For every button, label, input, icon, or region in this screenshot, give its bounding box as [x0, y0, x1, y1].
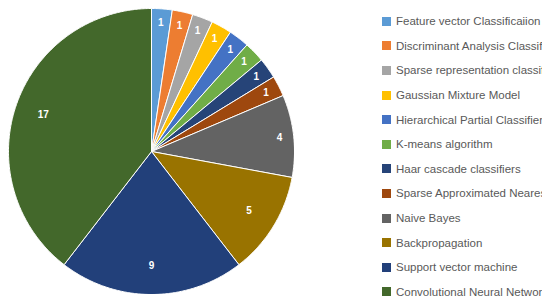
html-text:Backpropagation: Backpropagation: [396, 236, 483, 249]
html-text:K-means algorithm: K-means algorithm: [396, 138, 493, 151]
svg-text:1: 1: [227, 44, 233, 55]
svg-text:1: 1: [241, 56, 247, 67]
svg-text:9: 9: [149, 260, 155, 271]
svg-text:5: 5: [246, 205, 252, 216]
svg-text:1: 1: [212, 33, 218, 44]
html-text:Gaussian Mixture Model: Gaussian Mixture Model: [396, 89, 520, 102]
html-text:Support vector machine: Support vector machine: [396, 261, 518, 274]
html-text:Naive Bayes: Naive Bayes: [396, 212, 461, 224]
svg-text:17: 17: [38, 109, 50, 120]
html-text:Haar cascade classifiers: Haar cascade classifiers: [396, 162, 521, 175]
html-text:Feature vector Classificaiion: Feature vector Classificaiion: [396, 15, 541, 28]
svg-text:1: 1: [195, 25, 201, 36]
svg-text:1: 1: [263, 87, 269, 98]
svg-text:1: 1: [158, 17, 164, 28]
svg-text:1: 1: [177, 20, 183, 31]
html-text:Hierarchical Partial Classifie: Hierarchical Partial Classifier: [396, 113, 542, 126]
svg-text:4: 4: [277, 132, 283, 143]
svg-text:1: 1: [253, 71, 259, 82]
